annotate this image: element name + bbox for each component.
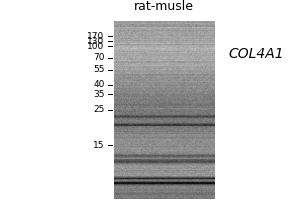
Text: COL4A1: COL4A1 bbox=[229, 47, 284, 61]
Text: 70: 70 bbox=[93, 53, 105, 62]
Text: 130: 130 bbox=[87, 37, 105, 46]
Text: 35: 35 bbox=[93, 90, 105, 99]
Text: 55: 55 bbox=[93, 65, 105, 74]
Text: 40: 40 bbox=[93, 80, 105, 89]
Text: 15: 15 bbox=[93, 141, 105, 150]
Text: 25: 25 bbox=[93, 105, 105, 114]
Text: 170: 170 bbox=[87, 32, 105, 41]
Text: rat-musle: rat-musle bbox=[134, 0, 194, 13]
Text: 100: 100 bbox=[87, 42, 105, 51]
